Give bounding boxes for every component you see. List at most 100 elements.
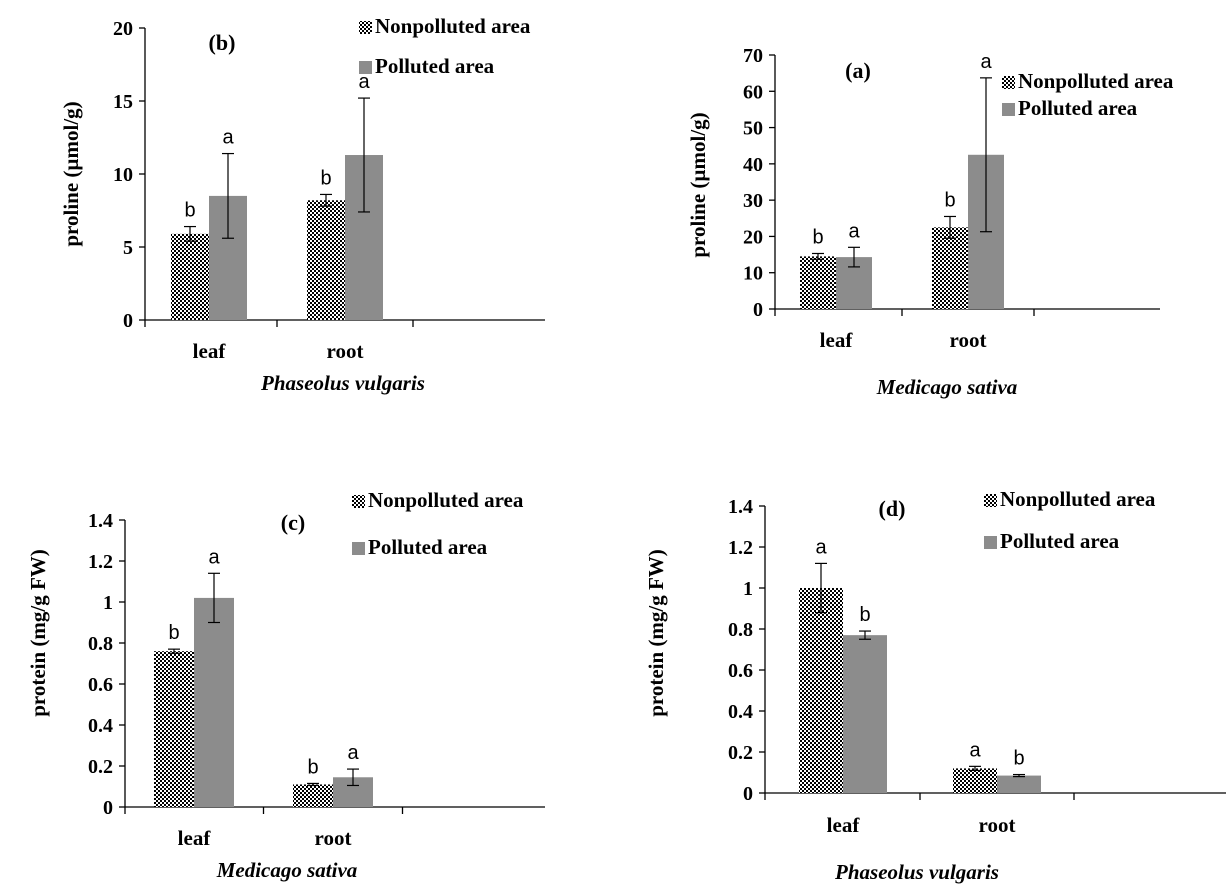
y-tick-label: 20 (113, 18, 133, 40)
bar-nonpolluted-root (293, 784, 333, 807)
y-tick-label: 1.4 (728, 496, 753, 518)
legend-label: Nonpolluted area (1018, 69, 1174, 93)
significance-label: a (969, 739, 981, 761)
legend-swatch-polluted (352, 542, 365, 555)
y-tick-label: 0.8 (88, 633, 113, 655)
bar-nonpolluted-root (307, 200, 345, 320)
y-tick-label: 0 (753, 299, 763, 321)
y-tick-label: 1 (743, 578, 753, 600)
significance-label: a (848, 220, 860, 242)
y-tick-label: 1.2 (88, 551, 113, 573)
category-label-leaf: leaf (193, 339, 227, 363)
y-tick-label: 15 (113, 91, 133, 113)
legend-label: Nonpolluted area (368, 488, 524, 512)
significance-label: a (358, 71, 370, 93)
y-tick-label: 0 (743, 783, 753, 805)
significance-label: b (859, 604, 870, 626)
y-tick-label: 0.2 (88, 756, 113, 778)
chart-panel-b: 0 5 10 15 20 b a leaf b a root (b) proline (µmol/g) P… (59, 14, 545, 395)
chart-panel-a: 0 10 20 30 40 50 60 70 b a leaf b a root (a) proline (µ… (686, 45, 1174, 399)
legend-swatch-nonpolluted (1002, 76, 1015, 89)
y-tick-label: 50 (743, 118, 763, 140)
chart-panel-d: 0 0.2 0.4 0.6 0.8 1 1.2 1.4 a b leaf a b root (d) prote… (644, 487, 1226, 884)
y-tick-label: 0.8 (728, 619, 753, 641)
y-tick-label: 1.4 (88, 510, 113, 532)
significance-label: b (168, 622, 179, 644)
significance-label: b (320, 167, 331, 189)
y-tick-label: 70 (743, 45, 763, 67)
bar-nonpolluted-leaf (154, 651, 194, 807)
category-label-root: root (327, 339, 364, 363)
legend-swatch-polluted (984, 536, 997, 549)
y-axis-label: protein (mg/g FW) (644, 549, 668, 717)
significance-label: b (184, 200, 195, 222)
y-tick-label: 10 (113, 164, 133, 186)
x-axis-label: Medicago sativa (216, 858, 358, 882)
legend: Nonpolluted area Polluted area (1002, 69, 1174, 120)
significance-label: b (1013, 748, 1024, 770)
panel-tag: (b) (209, 30, 236, 55)
legend-swatch-nonpolluted (359, 21, 372, 34)
bar-nonpolluted-root (932, 227, 968, 309)
legend: Nonpolluted area Polluted area (984, 487, 1156, 553)
legend-label: Polluted area (375, 54, 495, 78)
x-axis-label: Medicago sativa (876, 375, 1018, 399)
y-tick-label: 20 (743, 226, 763, 248)
panel-tag: (c) (281, 510, 305, 535)
y-axis-label: protein (mg/g FW) (26, 549, 50, 717)
significance-label: b (944, 189, 955, 211)
y-tick-label: 0.4 (88, 715, 113, 737)
legend-label: Nonpolluted area (1000, 487, 1156, 511)
significance-label: a (208, 546, 220, 568)
y-tick-label: 0 (103, 797, 113, 819)
category-label-root: root (950, 328, 987, 352)
legend-swatch-nonpolluted (984, 494, 997, 507)
legend-label: Nonpolluted area (375, 14, 531, 38)
y-tick-label: 0.6 (88, 674, 113, 696)
bar-polluted-leaf (843, 635, 887, 793)
y-tick-label: 1 (103, 592, 113, 614)
legend-label: Polluted area (1018, 96, 1138, 120)
y-tick-label: 10 (743, 263, 763, 285)
y-axis-label: proline (µmol/g) (686, 112, 710, 257)
significance-label: a (980, 51, 992, 73)
y-tick-label: 0.4 (728, 701, 753, 723)
x-axis-label: Phaseolus vulgaris (834, 860, 999, 884)
category-label-leaf: leaf (820, 328, 854, 352)
category-label-root: root (979, 813, 1016, 837)
legend: Nonpolluted area Polluted area (352, 488, 524, 559)
y-axis-label: proline (µmol/g) (59, 101, 83, 246)
category-label-leaf: leaf (178, 826, 212, 850)
legend: Nonpolluted area Polluted area (359, 14, 531, 78)
y-tick-label: 40 (743, 154, 763, 176)
bar-nonpolluted-root (953, 768, 997, 793)
chart-panel-c: 0 0.2 0.4 0.6 0.8 1 1.2 1.4 b a leaf b a root (c) prote… (26, 488, 545, 882)
bar-polluted-root (997, 775, 1041, 793)
significance-label: a (222, 127, 234, 149)
category-label-root: root (315, 826, 352, 850)
significance-label: a (347, 742, 359, 764)
significance-label: b (307, 756, 318, 778)
y-tick-label: 0.6 (728, 660, 753, 682)
x-axis-label: Phaseolus vulgaris (260, 371, 425, 395)
legend-swatch-polluted (359, 61, 372, 74)
significance-label: a (815, 536, 827, 558)
panel-tag: (a) (845, 58, 871, 83)
bar-nonpolluted-leaf (799, 588, 843, 793)
y-tick-label: 5 (123, 237, 133, 259)
y-tick-label: 30 (743, 190, 763, 212)
y-tick-label: 0 (123, 310, 133, 332)
legend-label: Polluted area (1000, 529, 1120, 553)
y-tick-label: 1.2 (728, 537, 753, 559)
significance-label: b (812, 226, 823, 248)
legend-swatch-nonpolluted (352, 495, 365, 508)
category-label-leaf: leaf (827, 813, 861, 837)
bar-nonpolluted-leaf (171, 233, 209, 320)
legend-label: Polluted area (368, 535, 488, 559)
panel-tag: (d) (879, 496, 906, 521)
bar-nonpolluted-leaf (800, 256, 836, 309)
bar-polluted-leaf (194, 597, 234, 807)
y-tick-label: 60 (743, 81, 763, 103)
y-tick-label: 0.2 (728, 742, 753, 764)
